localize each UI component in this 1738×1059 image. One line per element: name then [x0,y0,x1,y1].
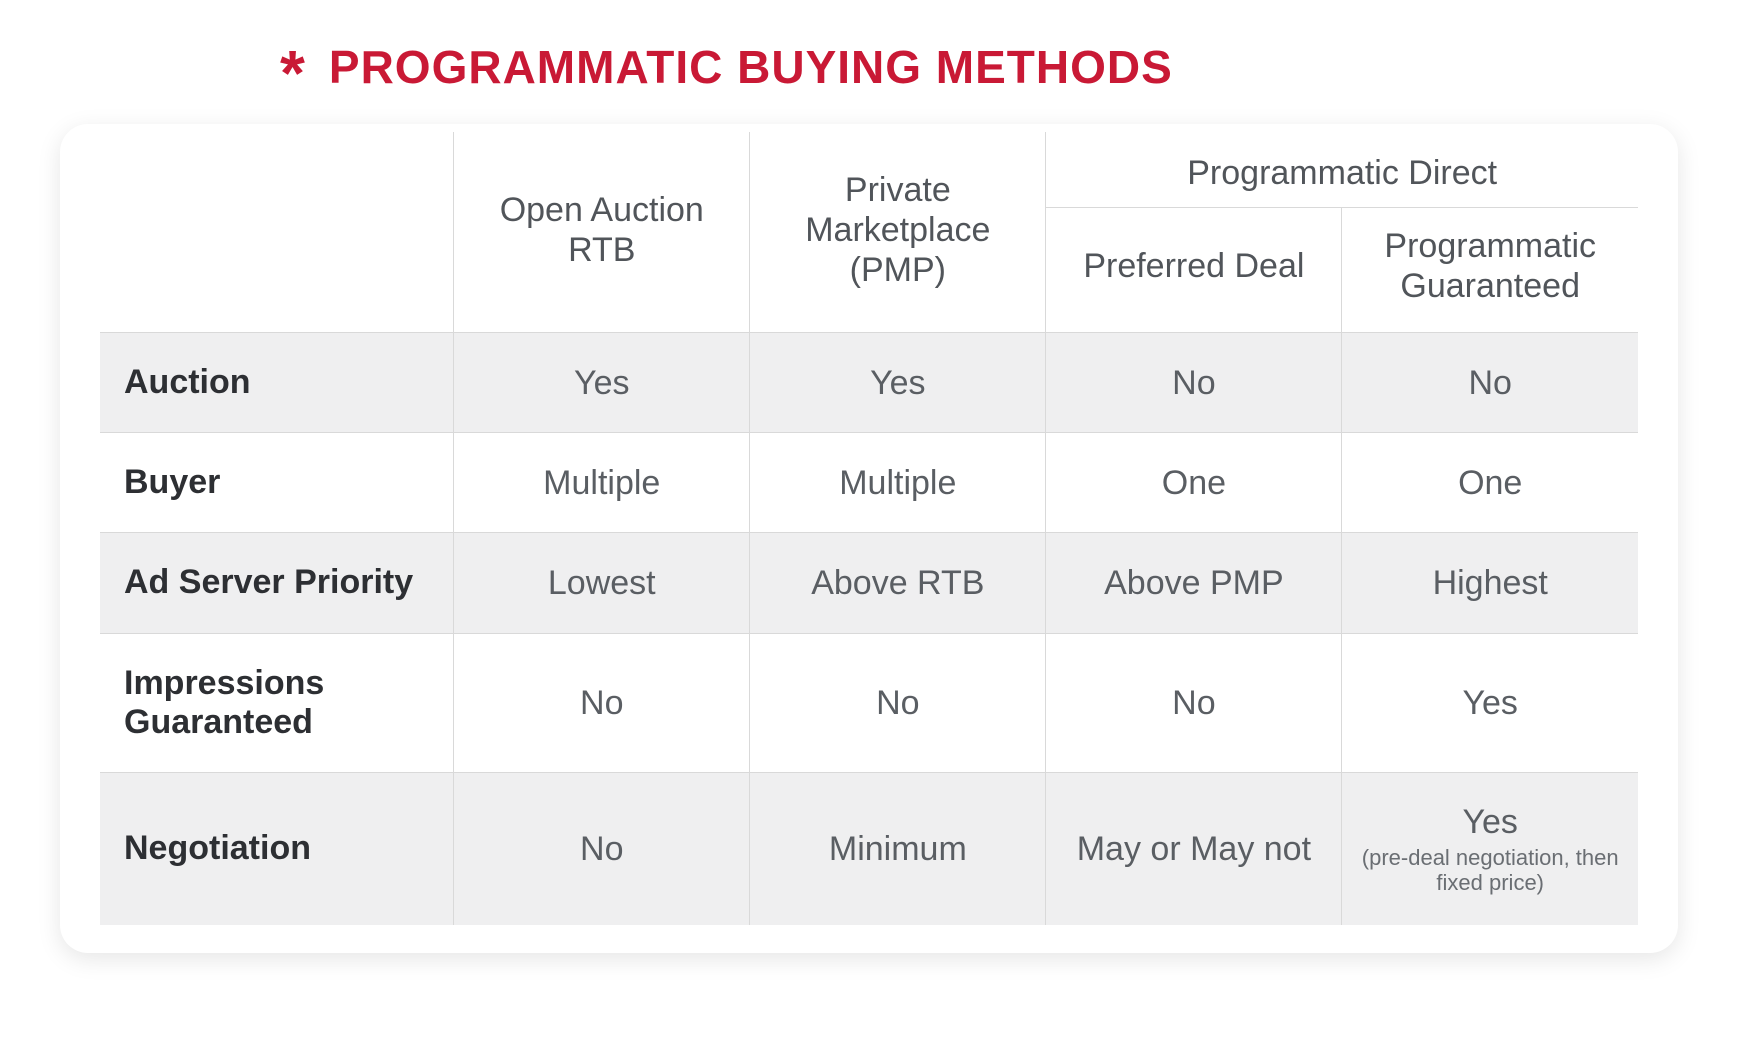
cell: No [1046,633,1342,772]
cell-main: Yes [1462,803,1517,841]
table-row: Negotiation No Minimum May or May not Ye… [100,772,1638,925]
cell: Highest [1342,533,1638,633]
table-row: Buyer Multiple Multiple One One [100,433,1638,533]
cell: Yes [750,333,1046,433]
cell: Above RTB [750,533,1046,633]
cell: No [454,772,750,925]
cell-subtext: (pre-deal negotiation, then fixed price) [1352,845,1628,896]
cell: Above PMP [1046,533,1342,633]
cell: One [1046,433,1342,533]
col-header-programmatic-guaranteed: Programmatic Guaranteed [1342,208,1638,333]
cell: No [1342,333,1638,433]
title-bar: * PROGRAMMATIC BUYING METHODS [280,40,1718,94]
col-header-open-auction: Open Auction RTB [454,132,750,333]
cell: Lowest [454,533,750,633]
cell: Multiple [750,433,1046,533]
header-blank [100,132,454,333]
asterisk-icon: * [280,57,305,89]
cell: Minimum [750,772,1046,925]
cell: Multiple [454,433,750,533]
row-label: Auction [100,333,454,433]
table-row: Impressions Guaranteed No No No Yes [100,633,1638,772]
cell: Yes [454,333,750,433]
cell: No [750,633,1046,772]
col-group-programmatic-direct: Programmatic Direct [1046,132,1638,208]
row-label: Negotiation [100,772,454,925]
cell: No [454,633,750,772]
cell: Yes (pre-deal negotiation, then fixed pr… [1342,772,1638,925]
table-row: Ad Server Priority Lowest Above RTB Abov… [100,533,1638,633]
row-label: Buyer [100,433,454,533]
col-header-preferred-deal: Preferred Deal [1046,208,1342,333]
cell: No [1046,333,1342,433]
page-title: PROGRAMMATIC BUYING METHODS [329,40,1173,94]
cell: May or May not [1046,772,1342,925]
comparison-card: Open Auction RTB Private Marketplace (PM… [60,124,1678,953]
row-label: Ad Server Priority [100,533,454,633]
col-header-pmp: Private Marketplace (PMP) [750,132,1046,333]
table-row: Auction Yes Yes No No [100,333,1638,433]
cell: Yes [1342,633,1638,772]
buying-methods-table: Open Auction RTB Private Marketplace (PM… [100,132,1638,925]
cell: One [1342,433,1638,533]
row-label: Impressions Guaranteed [100,633,454,772]
